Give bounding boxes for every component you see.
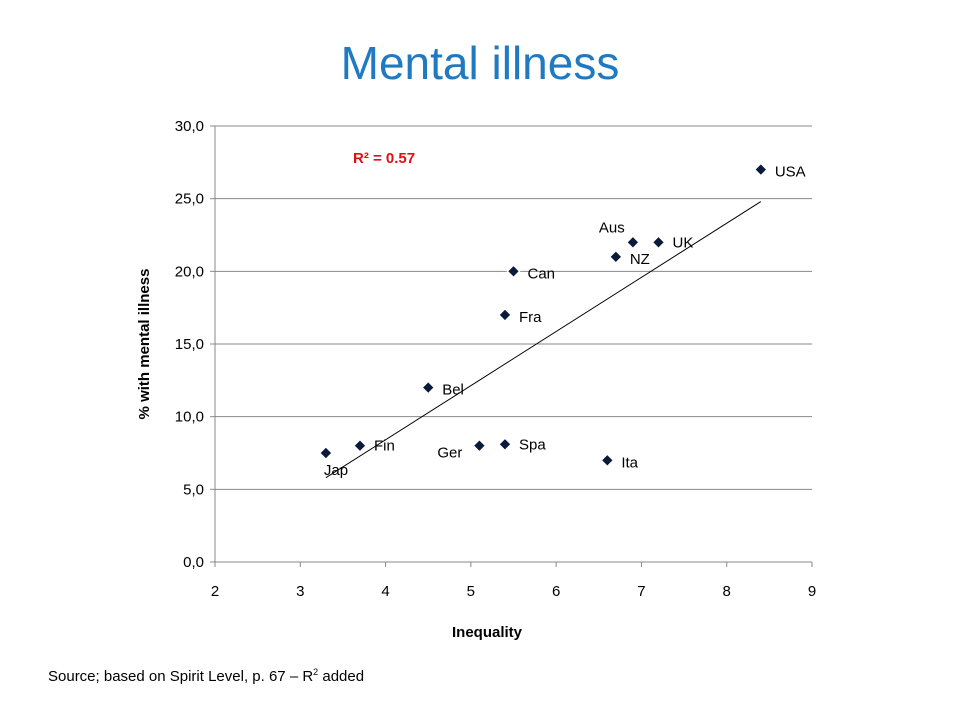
x-tick-label: 7 — [637, 583, 645, 600]
r-squared-annotation: R² = 0.57 — [353, 150, 415, 167]
point-label-uk: UK — [672, 234, 693, 251]
point-label-ita: Ita — [621, 454, 638, 471]
data-point-fin — [353, 438, 367, 453]
source-superscript: 2 — [313, 667, 319, 677]
x-tick-label: 5 — [467, 583, 475, 600]
y-tick-label: 15,0 — [175, 336, 204, 353]
x-axis-label: Inequality — [452, 624, 523, 641]
data-point-spa — [498, 437, 512, 452]
point-label-fin: Fin — [374, 438, 395, 455]
point-label-fra: Fra — [519, 309, 542, 326]
x-tick-label: 8 — [723, 583, 731, 600]
source-note: Source; based on Spirit Level, p. 67 – R… — [48, 667, 364, 685]
point-label-spa: Spa — [519, 436, 546, 453]
data-point-fra — [498, 308, 512, 322]
data-point-usa — [753, 162, 768, 177]
y-tick-label: 25,0 — [175, 191, 204, 208]
y-tick-label: 20,0 — [175, 263, 204, 280]
y-tick-label: 10,0 — [175, 409, 204, 426]
point-label-nz: NZ — [630, 251, 650, 268]
point-label-aus: Aus — [599, 219, 625, 236]
point-label-ger: Ger — [437, 445, 462, 462]
y-tick-label: 30,0 — [175, 118, 204, 135]
data-point-bel — [421, 380, 436, 395]
page-title: Mental illness — [340, 37, 620, 89]
data-point-uk — [651, 235, 666, 250]
point-label-can: Can — [528, 265, 556, 282]
source-text-suffix: added — [318, 668, 365, 685]
point-label-bel: Bel — [442, 382, 464, 399]
grid-lines — [215, 125, 812, 490]
x-tick-label: 4 — [381, 583, 389, 600]
data-points: Jap Fin Bel Ger Spa Fra Can Ita NZ Aus UK USA — [319, 162, 806, 479]
axis-ticks: 0,0 5,0 10,0 15,0 20,0 25,0 30,0 2 3 4 5 6 7 8 9 — [175, 118, 816, 600]
y-tick-label: 0,0 — [183, 554, 204, 571]
data-point-aus — [626, 235, 640, 250]
data-point-ita — [600, 453, 615, 468]
x-tick-label: 3 — [296, 583, 304, 600]
x-tick-label: 6 — [552, 583, 560, 600]
data-point-can — [506, 264, 521, 279]
data-point-jap — [319, 446, 333, 460]
data-point-ger — [472, 438, 487, 453]
source-text: Source; based on Spirit Level, p. 67 – R — [48, 668, 314, 685]
point-label-jap: Jap — [324, 462, 348, 479]
y-tick-label: 5,0 — [183, 481, 204, 498]
data-point-nz — [608, 249, 623, 264]
point-label-usa: USA — [775, 164, 806, 181]
x-tick-label: 9 — [808, 583, 816, 600]
trendline — [325, 201, 762, 479]
y-axis-label: % with mental illness — [136, 269, 153, 420]
x-tick-label: 2 — [211, 583, 219, 600]
